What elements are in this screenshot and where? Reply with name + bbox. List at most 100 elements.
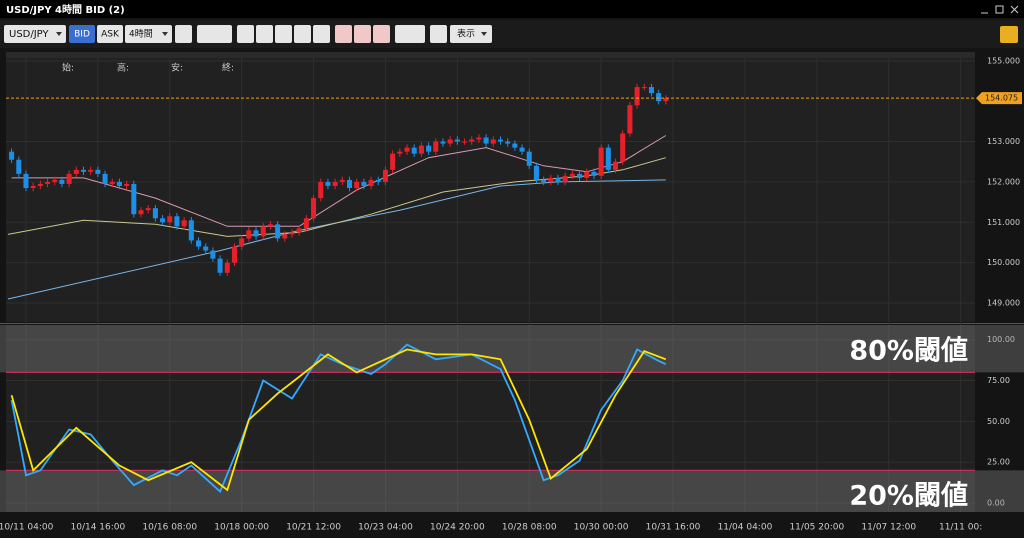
candle-body [131, 183, 137, 215]
candle-body [311, 198, 317, 219]
candle-body [375, 179, 381, 182]
settings-button[interactable] [1000, 26, 1018, 43]
current-price-label: 154.075 [985, 94, 1018, 103]
candle-body [519, 147, 525, 152]
candle-body [656, 93, 662, 102]
candle-body [454, 139, 460, 142]
candle-body [476, 137, 482, 140]
threshold-zone [0, 325, 1024, 373]
ohlc-label: 高: [117, 62, 129, 74]
current-price-tag [976, 92, 1022, 105]
stoch-panel [6, 325, 975, 512]
x-tick-label: 10/14 16:00 [71, 523, 126, 533]
y-tick-label: 25.00 [987, 458, 1010, 467]
symbol-select[interactable] [4, 25, 66, 43]
candle-body [66, 173, 72, 184]
window-controls[interactable] [981, 5, 1019, 14]
indicator-line [10, 348, 667, 492]
candle-body [246, 230, 252, 239]
candle-body [239, 238, 245, 247]
candle-body [339, 179, 345, 182]
candle-body [275, 224, 281, 239]
candle-body [368, 179, 374, 186]
candle-body [95, 169, 101, 174]
candle-body [109, 181, 115, 184]
ask-button[interactable] [97, 25, 123, 43]
candle-body [325, 181, 331, 186]
candle-body [533, 165, 539, 180]
candle-body [45, 181, 51, 184]
candle-body [605, 147, 611, 170]
candle-body [598, 147, 604, 176]
y-tick-label: 151.000 [987, 218, 1020, 227]
candle-body [152, 208, 158, 219]
y-tick-label: 155.000 [987, 56, 1020, 65]
candle-body [116, 181, 122, 186]
candle-body [390, 153, 396, 170]
candle-body [397, 151, 403, 154]
x-tick-label: 10/18 00:00 [214, 523, 269, 533]
candle-body [303, 218, 309, 229]
x-tick-label: 11/04 04:00 [718, 523, 773, 533]
x-tick-label: 10/23 04:00 [358, 523, 413, 533]
candle-body [411, 147, 417, 154]
candle-body [497, 139, 504, 142]
candle-body [555, 177, 561, 182]
x-tick-label: 11/11 00: [939, 523, 982, 533]
candle-body [627, 105, 633, 134]
x-tick-label: 10/11 04:00 [0, 523, 54, 533]
candle-body [512, 143, 518, 148]
ohlc-label: 終: [222, 62, 234, 74]
candle-body [648, 87, 654, 94]
candle-body [203, 246, 209, 251]
candle-body [16, 159, 22, 174]
candle-body [267, 224, 273, 227]
candle-body [318, 181, 324, 199]
x-tick-label: 10/16 08:00 [142, 523, 197, 533]
candle-body [462, 141, 468, 143]
candle-body [231, 246, 237, 263]
timeframe-select[interactable] [125, 25, 172, 43]
x-tick-label: 10/31 16:00 [646, 523, 701, 533]
threshold-annotation: 20%閾値 [849, 481, 968, 512]
bid-text: BID [74, 30, 90, 40]
ohlc-label: 安: [171, 62, 183, 74]
candle-body [80, 169, 87, 172]
candle-body [174, 216, 180, 227]
candle-body [613, 161, 619, 170]
candle-body [260, 226, 266, 237]
x-tick-label: 10/21 12:00 [286, 523, 341, 533]
candle-body [73, 169, 79, 174]
symbol-text: USD/JPY [9, 29, 49, 40]
candle-body [620, 133, 626, 162]
x-tick-label: 10/24 20:00 [430, 523, 485, 533]
candle-body [59, 179, 65, 184]
candle-body [167, 216, 173, 223]
x-tick-label: 10/28 08:00 [502, 523, 557, 533]
candle-body [634, 87, 640, 106]
candle-body [23, 173, 29, 188]
display-button[interactable] [450, 25, 492, 43]
timeframe-text: 4時間 [129, 29, 153, 40]
bid-button[interactable] [69, 25, 95, 43]
candle-body [346, 179, 353, 188]
candle-body [181, 220, 187, 227]
candle-body [217, 258, 223, 273]
candle-body [433, 141, 439, 152]
candle-body [562, 175, 568, 182]
indicator-line [11, 135, 667, 227]
candle-body [138, 210, 144, 215]
candle-body [440, 141, 446, 144]
candle-body [9, 151, 15, 160]
y-tick-label: 50.00 [987, 417, 1010, 426]
candle-body [382, 169, 388, 182]
candle-body [160, 218, 166, 223]
x-tick-label: 11/07 12:00 [861, 523, 916, 533]
y-tick-label: 0.00 [987, 499, 1005, 508]
candle-body [282, 234, 288, 239]
candle-body [354, 181, 360, 188]
tool-buttons[interactable] [175, 25, 447, 43]
x-tick-label: 10/30 00:00 [574, 523, 629, 533]
candle-body [196, 240, 202, 247]
